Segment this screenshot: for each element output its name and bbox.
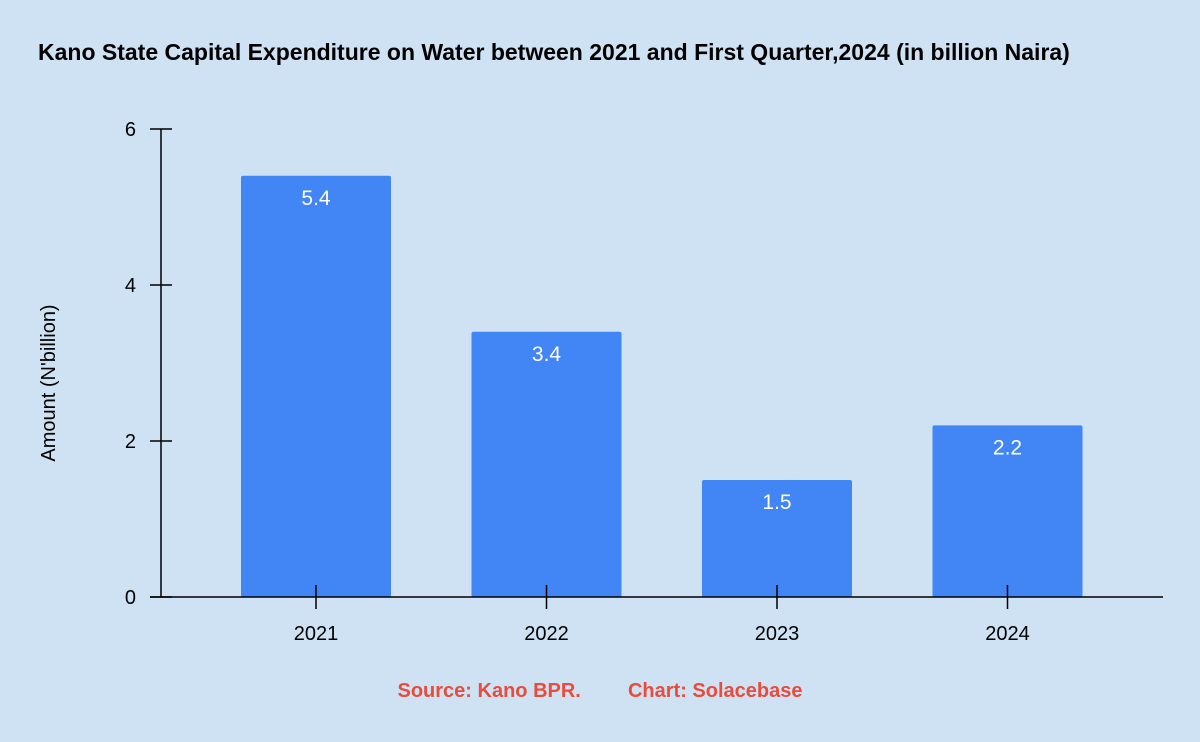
data-label-2022: 3.4 (532, 343, 562, 366)
bar-2024 (932, 425, 1083, 597)
bar-2021 (241, 175, 391, 598)
y-tick-label: 2 (125, 431, 136, 453)
chart-title: Kano State Capital Expenditure on Water … (38, 39, 1070, 65)
bar-2022 (471, 331, 622, 597)
y-tick-label: 6 (125, 119, 136, 141)
x-tick-label-2021: 2021 (294, 623, 339, 645)
source-text: Source: Kano BPR. (397, 680, 581, 702)
chart-credit-text: Chart: Solacebase (627, 680, 803, 702)
bars-layer: 5.4 3.4 1.5 2.2 (241, 175, 1083, 598)
y-axis-label: Amount (N'billion) (38, 304, 60, 461)
y-tick-label: 4 (125, 275, 136, 297)
x-tick-label-2024: 2024 (985, 623, 1030, 645)
data-label-2023: 1.5 (762, 491, 791, 514)
data-label-2021: 5.4 (301, 187, 331, 210)
x-tick-label-2022: 2022 (524, 623, 569, 645)
x-tick-label-2023: 2023 (755, 623, 800, 645)
data-label-2024: 2.2 (993, 436, 1022, 459)
ticks-layer: 0 2 4 6 2021 2022 2023 2024 (125, 119, 1030, 645)
bar-2023 (702, 480, 852, 597)
chart-footer: Source: Kano BPR. Chart: Solacebase (0, 680, 1200, 703)
axes-layer (150, 129, 1163, 598)
y-tick-label: 0 (125, 587, 136, 609)
